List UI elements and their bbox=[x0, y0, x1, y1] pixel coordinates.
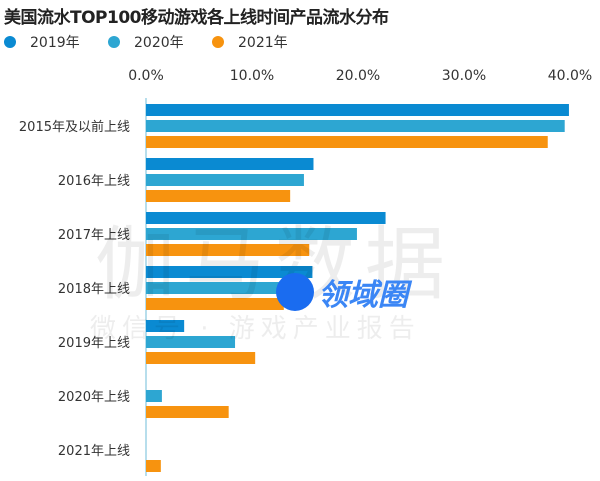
bar-2021年-2016年上线 bbox=[146, 190, 291, 202]
legend-dot-2021 bbox=[212, 36, 224, 48]
legend-label: 2021年 bbox=[238, 35, 288, 51]
bar-2021年-2017年上线 bbox=[146, 244, 310, 256]
legend-item-2020: 2020年 bbox=[108, 32, 212, 52]
legend-label: 2020年 bbox=[134, 35, 184, 51]
bar-2019年-2017年上线 bbox=[146, 212, 386, 224]
bar-2021年-2019年上线 bbox=[146, 352, 256, 364]
bar-2020年-2019年上线 bbox=[146, 336, 236, 348]
legend-item-2019: 2019年 bbox=[4, 32, 108, 52]
legend-dot-2019 bbox=[4, 36, 16, 48]
bar-2020年-2020年上线 bbox=[146, 390, 162, 402]
x-tick-label: 20.0% bbox=[336, 68, 380, 84]
bar-2019年-2018年上线 bbox=[146, 266, 313, 278]
bar-2020年-2018年上线 bbox=[146, 282, 295, 294]
bar-2021年-2020年上线 bbox=[146, 406, 229, 418]
category-label: 2021年上线 bbox=[58, 444, 130, 459]
bar-2020年-2016年上线 bbox=[146, 174, 304, 186]
bar-2019年-2019年上线 bbox=[146, 320, 185, 332]
x-tick-label: 10.0% bbox=[230, 68, 274, 84]
chart-title: 美国流水TOP100移动游戏各上线时间产品流水分布 bbox=[4, 8, 389, 28]
bar-2021年-2021年上线 bbox=[146, 460, 161, 472]
x-tick-label: 30.0% bbox=[442, 68, 486, 84]
category-label: 2018年上线 bbox=[58, 282, 130, 297]
watermark-logo: 领域圈 bbox=[276, 270, 408, 314]
category-label: 2016年上线 bbox=[58, 174, 130, 189]
bar-2019年-2015年及以前上线 bbox=[146, 104, 569, 116]
legend-dot-2020 bbox=[108, 36, 120, 48]
category-label: 2015年及以前上线 bbox=[19, 119, 130, 135]
bar-2019年-2016年上线 bbox=[146, 158, 314, 170]
logo-text: 领域圈 bbox=[318, 278, 408, 313]
x-tick-label: 0.0% bbox=[128, 68, 164, 84]
bar-2021年-2018年上线 bbox=[146, 298, 284, 310]
category-label: 2017年上线 bbox=[58, 228, 130, 243]
bar-2020年-2017年上线 bbox=[146, 228, 357, 240]
logo-icon bbox=[276, 273, 314, 311]
legend: 2019年 2020年 2021年 bbox=[4, 32, 316, 52]
legend-label: 2019年 bbox=[30, 35, 80, 51]
category-label: 2019年上线 bbox=[58, 336, 130, 351]
bar-2020年-2015年及以前上线 bbox=[146, 120, 565, 132]
x-tick-label: 40.0% bbox=[548, 68, 592, 84]
legend-item-2021: 2021年 bbox=[212, 32, 316, 52]
bar-2021年-2015年及以前上线 bbox=[146, 136, 548, 148]
category-label: 2020年上线 bbox=[58, 390, 130, 405]
